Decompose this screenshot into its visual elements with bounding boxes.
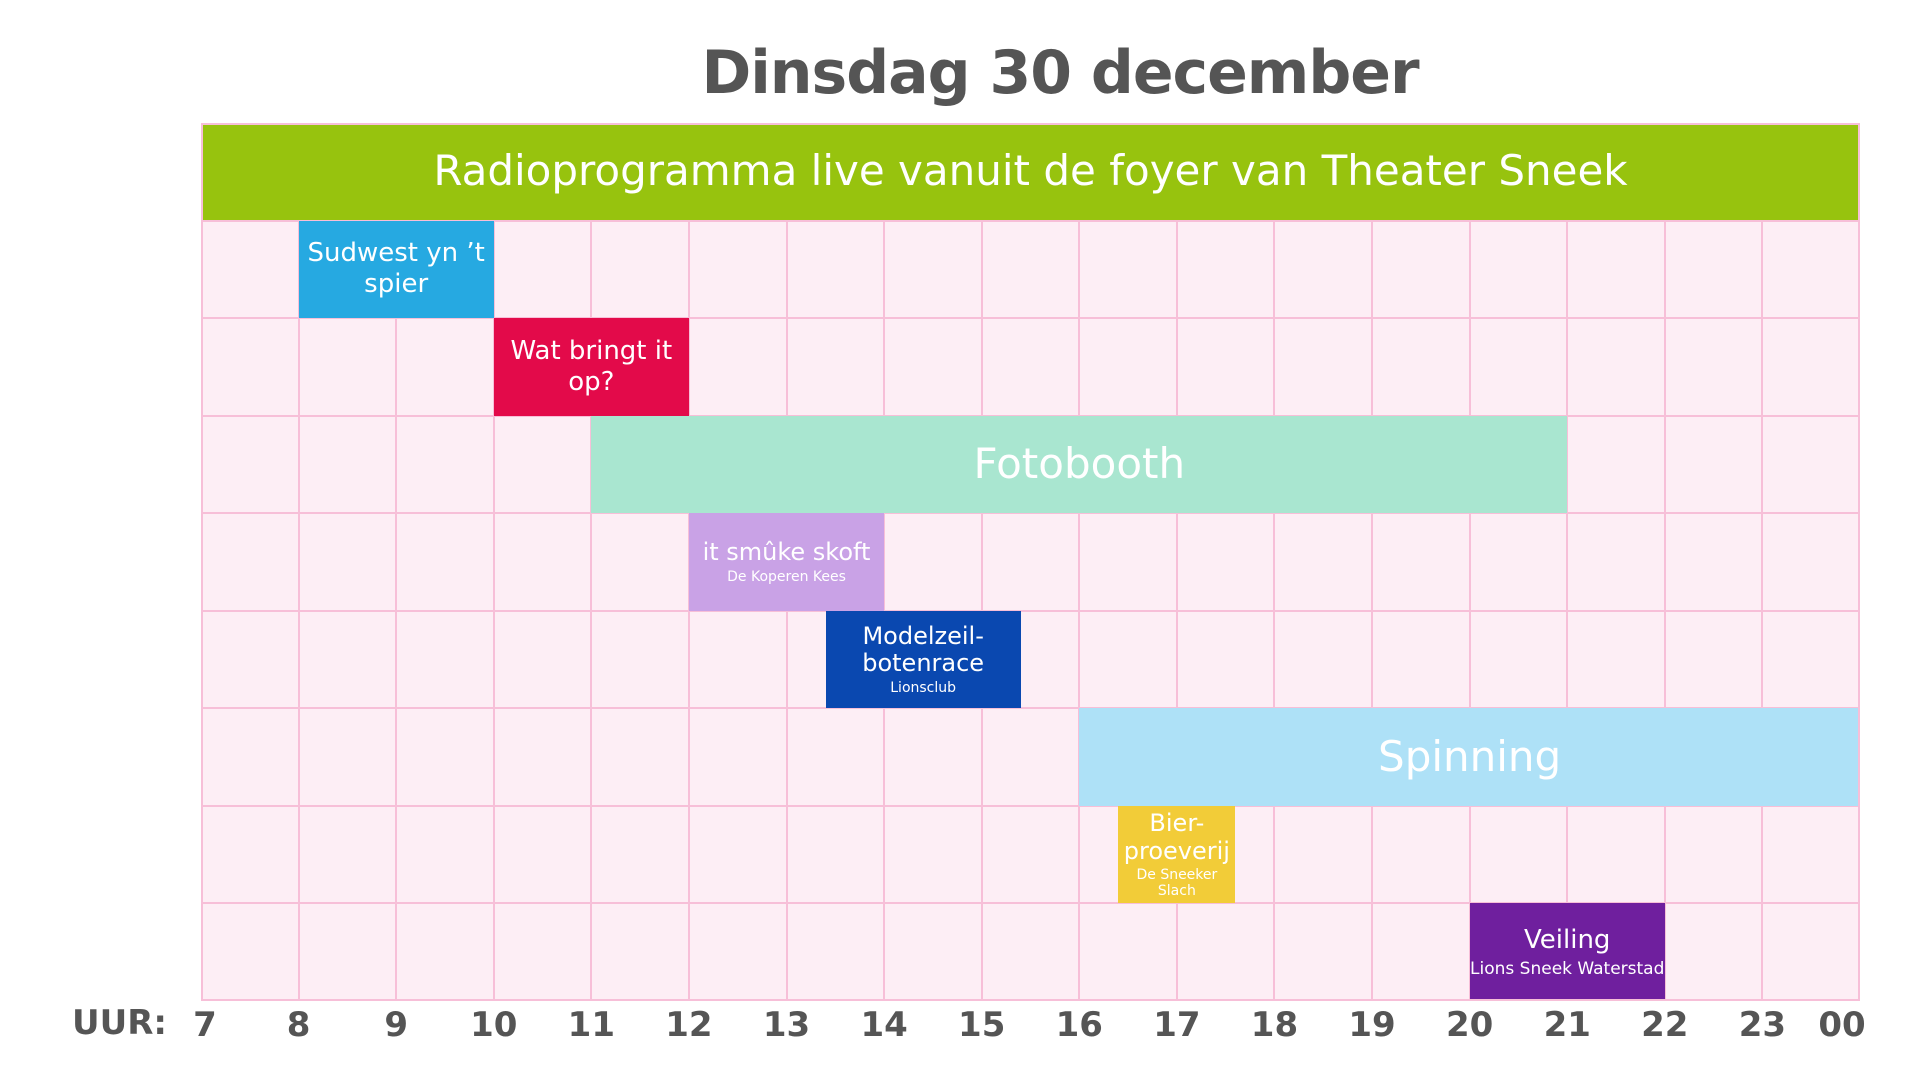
event-label: Spinning: [1378, 731, 1562, 781]
grid-hline: [201, 609, 1860, 612]
grid-hline: [201, 804, 1860, 807]
event-label: it smûke skoft: [702, 538, 871, 566]
event-label: Bier-proeverij: [1123, 809, 1230, 865]
x-axis-label: UUR:: [72, 1003, 167, 1043]
schedule-grid: Radioprogramma live vanuit de foyer van …: [201, 123, 1860, 1001]
event-bar: Veiling Lions Sneek Waterstad: [1469, 903, 1665, 1001]
grid-vline: [590, 123, 593, 1001]
grid-vline: [1371, 123, 1374, 1001]
chart-title: Dinsdag 30 december: [701, 38, 1419, 108]
event-bar: Bier-proeverij De Sneeker Slach: [1118, 805, 1236, 904]
grid-vline: [492, 123, 495, 1001]
x-tick-label: 10: [470, 1005, 518, 1045]
grid-hline: [201, 512, 1860, 515]
x-tick-label: 9: [384, 1005, 409, 1045]
x-tick-label: 13: [762, 1005, 811, 1045]
x-tick-label: 7: [193, 1005, 217, 1045]
grid-hline: [201, 902, 1860, 905]
grid-vline: [1273, 123, 1276, 1001]
x-tick-label: 11: [567, 1005, 616, 1045]
event-bar: Fotobooth: [591, 415, 1568, 514]
grid-vline: [1761, 123, 1764, 1001]
event-bar: Radioprogramma live vanuit de foyer van …: [201, 123, 1860, 220]
grid-vline: [883, 123, 886, 1001]
event-sublabel: Lionsclub: [890, 679, 957, 696]
event-bar: Spinning: [1079, 708, 1860, 806]
x-tick-label: 17: [1153, 1005, 1201, 1045]
event-label: Radioprogramma live vanuit de foyer van …: [433, 146, 1628, 196]
event-sublabel: Lions Sneek Waterstad: [1470, 958, 1665, 979]
grid-vline: [980, 123, 983, 1001]
grid-hline: [201, 219, 1860, 222]
grid-vline: [1078, 123, 1081, 1001]
event-label: Sudwest yn ’t spier: [307, 238, 485, 300]
grid-vline: [1663, 123, 1666, 1001]
event-label: Wat bringt it op?: [510, 335, 673, 397]
grid-vline: [1566, 123, 1569, 1001]
x-tick-label: 14: [860, 1005, 908, 1045]
event-label: Modelzeil-botenrace: [862, 621, 985, 678]
event-bar: Modelzeil-botenrace Lionsclub: [825, 610, 1021, 709]
grid-vline: [297, 123, 300, 1001]
event-label: Fotobooth: [973, 439, 1186, 489]
grid-hline: [201, 317, 1860, 320]
grid-vline: [395, 123, 398, 1001]
x-tick-label: 19: [1348, 1005, 1396, 1045]
event-sublabel: De Sneeker Slach: [1136, 867, 1218, 899]
x-tick-label: 20: [1445, 1005, 1494, 1045]
x-tick-label: 16: [1055, 1005, 1103, 1045]
x-tick-label: 22: [1641, 1005, 1689, 1045]
event-bar: Sudwest yn ’t spier: [298, 220, 494, 319]
event-bar: it smûke skoft De Koperen Kees: [688, 513, 885, 611]
event-bar: Wat bringt it op?: [493, 318, 689, 416]
x-tick-label: 21: [1543, 1005, 1591, 1045]
x-tick-label: 23: [1738, 1005, 1787, 1045]
x-tick-label: 15: [958, 1005, 1006, 1045]
grid-vline: [1468, 123, 1471, 1001]
grid-vline: [1175, 123, 1178, 1001]
grid-hline: [201, 707, 1860, 710]
x-tick-label: 18: [1250, 1005, 1299, 1045]
x-tick-label: 8: [286, 1005, 311, 1045]
event-label: Veiling: [1524, 925, 1611, 956]
event-sublabel: De Koperen Kees: [727, 568, 846, 585]
x-tick-label: 12: [665, 1005, 713, 1045]
x-tick-label: 00: [1818, 1005, 1866, 1045]
